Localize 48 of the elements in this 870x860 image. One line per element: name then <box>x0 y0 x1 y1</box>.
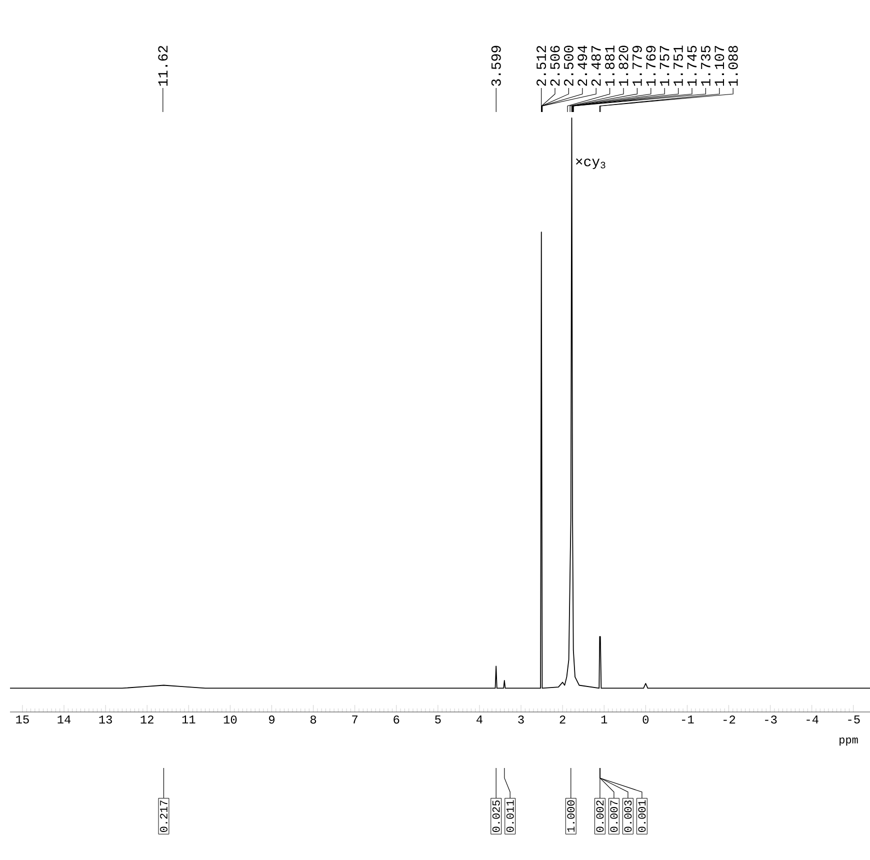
annotation: 0.217 <box>160 800 168 832</box>
annotation: 0.001 <box>638 800 646 832</box>
x-tick-label: 5 <box>435 716 441 724</box>
x-tick-label: 9 <box>268 716 274 724</box>
annotation: 0.003 <box>624 800 632 832</box>
annotation: 1.000 <box>567 800 575 832</box>
x-tick-label: -2 <box>724 716 736 724</box>
annotation: 1.769 <box>646 46 656 86</box>
x-tick-label: -3 <box>765 716 777 724</box>
annotation: 2.512 <box>536 46 546 86</box>
annotation: 1.757 <box>660 46 670 86</box>
x-tick-label: 11 <box>182 716 196 724</box>
x-tick-label: -1 <box>682 716 694 724</box>
annotation: 0.007 <box>610 800 618 832</box>
x-tick-label: 0 <box>642 716 649 724</box>
annotation: 1.820 <box>618 46 628 86</box>
annotation: 1.088 <box>728 46 738 86</box>
x-tick-label: 4 <box>476 716 482 724</box>
x-tick-label: 8 <box>310 716 316 724</box>
x-tick-label: 3 <box>518 716 524 724</box>
x-tick-label: 2 <box>560 716 566 724</box>
x-tick-label: -5 <box>848 716 860 724</box>
x-tick-label: 13 <box>99 716 112 724</box>
annotation: 1.881 <box>605 46 615 86</box>
x-tick-label: 7 <box>352 716 358 724</box>
annotation: 1.779 <box>632 46 642 86</box>
annotation: 11.62 <box>158 46 168 86</box>
annotation: 1.735 <box>700 46 710 86</box>
x-tick-label: 6 <box>394 716 400 724</box>
x-tick-label: 15 <box>16 716 29 724</box>
annotation: 3.599 <box>491 46 501 86</box>
annotation: 1.107 <box>714 46 724 86</box>
x-axis-title: ppm <box>840 738 858 746</box>
x-tick-label: 10 <box>224 716 237 724</box>
annotation: 1.751 <box>674 46 683 86</box>
annotation: 2.500 <box>564 46 574 86</box>
annotation: ×cy$_{3}$ <box>576 158 606 170</box>
x-tick-label: 1 <box>601 716 608 724</box>
x-tick-label: 14 <box>58 716 71 724</box>
annotation: 2.506 <box>550 46 560 86</box>
annotation: 0.011 <box>506 800 514 832</box>
annotation: 2.487 <box>591 46 601 86</box>
x-tick-label: 12 <box>140 716 154 724</box>
annotation: 2.494 <box>578 46 588 86</box>
annotation: 0.025 <box>492 800 500 832</box>
annotation: 1.745 <box>687 46 697 86</box>
x-tick-label: -4 <box>806 716 818 724</box>
annotation: 0.002 <box>596 800 604 832</box>
